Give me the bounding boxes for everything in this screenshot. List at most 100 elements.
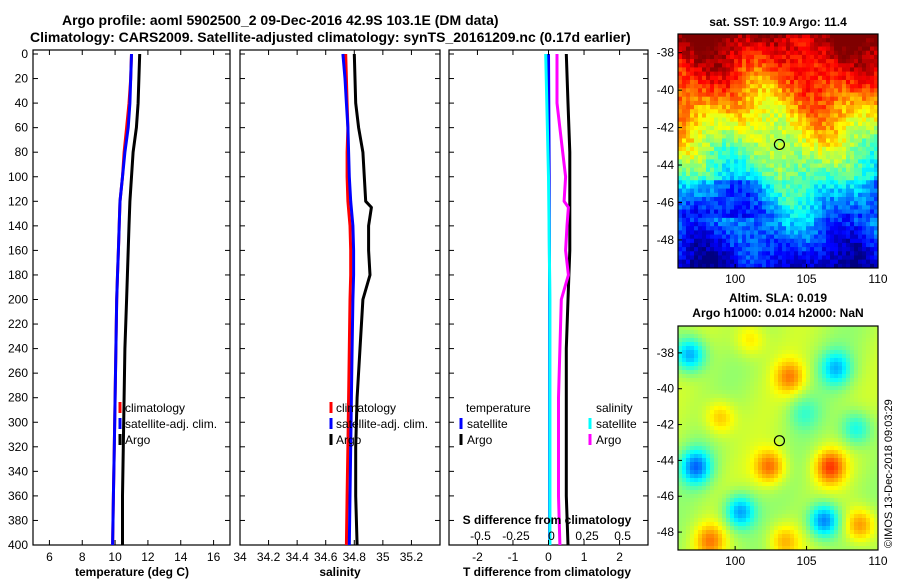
heatmap-cell bbox=[794, 458, 799, 463]
heatmap-cell bbox=[806, 354, 811, 359]
heatmap-cell bbox=[758, 100, 763, 106]
heatmap-cell bbox=[770, 213, 775, 219]
heatmap-cell bbox=[834, 84, 839, 89]
heatmap-cell bbox=[738, 184, 743, 190]
heatmap-cell bbox=[782, 370, 787, 375]
heatmap-cell bbox=[750, 92, 755, 98]
heatmap-cell bbox=[682, 442, 687, 447]
heatmap-cell bbox=[746, 354, 751, 359]
heatmap-cell bbox=[770, 454, 775, 459]
heatmap-cell bbox=[862, 446, 867, 451]
heatmap-cell bbox=[874, 146, 879, 152]
heatmap-cell bbox=[730, 42, 735, 47]
heatmap-cell bbox=[742, 192, 747, 198]
heatmap-cell bbox=[762, 462, 767, 467]
heatmap-cell bbox=[774, 213, 779, 219]
heatmap-cell bbox=[834, 100, 839, 106]
heatmap-cell bbox=[694, 109, 699, 114]
heatmap-cell bbox=[802, 159, 807, 164]
heatmap-cell bbox=[806, 414, 811, 419]
heatmap-cell bbox=[798, 474, 803, 479]
heatmap-cell bbox=[730, 326, 735, 331]
heatmap-cell bbox=[830, 430, 835, 435]
heatmap-cell bbox=[838, 398, 843, 403]
heatmap-cell bbox=[714, 446, 719, 451]
heatmap-cell bbox=[682, 410, 687, 415]
heatmap-cell bbox=[746, 234, 751, 240]
legend-label-climatology: climatology bbox=[336, 401, 396, 415]
heatmap-cell bbox=[678, 326, 683, 331]
heatmap-cell bbox=[702, 342, 707, 347]
heatmap-cell bbox=[714, 205, 719, 210]
heatmap-cell bbox=[826, 230, 831, 235]
heatmap-cell bbox=[698, 462, 703, 467]
sla-map-title-1: Altim. SLA: 0.019 bbox=[729, 291, 827, 305]
heatmap-cell bbox=[770, 406, 775, 411]
heatmap-cell bbox=[746, 466, 751, 471]
heatmap-cell bbox=[742, 213, 747, 219]
heatmap-cell bbox=[818, 458, 823, 463]
heatmap-cell bbox=[794, 350, 799, 355]
heatmap-cell bbox=[866, 176, 871, 181]
heatmap-cell bbox=[866, 430, 871, 435]
heatmap-cell bbox=[822, 350, 827, 355]
heatmap-cell bbox=[714, 155, 719, 160]
heatmap-cell bbox=[694, 450, 699, 455]
heatmap-cell bbox=[766, 238, 771, 244]
heatmap-cell bbox=[698, 242, 703, 248]
heatmap-cell bbox=[714, 146, 719, 152]
heatmap-cell bbox=[722, 176, 727, 181]
heatmap-cell bbox=[726, 46, 731, 52]
heatmap-cell bbox=[786, 334, 791, 339]
heatmap-cell bbox=[754, 263, 759, 269]
heatmap-cell bbox=[794, 382, 799, 387]
heatmap-cell bbox=[778, 234, 783, 240]
heatmap-cell bbox=[826, 109, 831, 114]
heatmap-cell bbox=[806, 251, 811, 256]
heatmap-cell bbox=[858, 238, 863, 244]
heatmap-cell bbox=[690, 454, 695, 459]
heatmap-cell bbox=[850, 346, 855, 351]
heatmap-cell bbox=[718, 125, 723, 131]
heatmap-cell bbox=[786, 330, 791, 335]
heatmap-cell bbox=[694, 125, 699, 131]
heatmap-cell bbox=[846, 217, 851, 223]
heatmap-cell bbox=[838, 163, 843, 169]
heatmap-cell bbox=[734, 470, 739, 475]
heatmap-cell bbox=[706, 159, 711, 164]
heatmap-cell bbox=[814, 113, 819, 118]
heatmap-cell bbox=[874, 209, 879, 215]
heatmap-cell bbox=[842, 209, 847, 215]
heatmap-cell bbox=[818, 474, 823, 479]
heatmap-cell bbox=[858, 146, 863, 152]
heatmap-cell bbox=[866, 79, 871, 85]
heatmap-cell bbox=[734, 217, 739, 223]
heatmap-cell bbox=[786, 105, 791, 110]
heatmap-cell bbox=[802, 242, 807, 248]
depth-tick-label: 240 bbox=[8, 342, 28, 356]
heatmap-cell bbox=[834, 366, 839, 371]
heatmap-cell bbox=[766, 171, 771, 177]
heatmap-cell bbox=[742, 338, 747, 343]
depth-tick-label: 300 bbox=[8, 415, 28, 429]
heatmap-cell bbox=[686, 205, 691, 210]
heatmap-cell bbox=[862, 134, 867, 139]
heatmap-cell bbox=[774, 458, 779, 463]
heatmap-cell bbox=[818, 330, 823, 335]
heatmap-cell bbox=[770, 71, 775, 77]
heatmap-cell bbox=[722, 378, 727, 383]
heatmap-cell bbox=[722, 184, 727, 190]
heatmap-cell bbox=[678, 38, 683, 43]
heatmap-cell bbox=[822, 242, 827, 248]
heatmap-cell bbox=[738, 105, 743, 110]
heatmap-cell bbox=[734, 67, 739, 73]
heatmap-cell bbox=[710, 406, 715, 411]
heatmap-cell bbox=[826, 466, 831, 471]
heatmap-cell bbox=[802, 426, 807, 431]
heatmap-cell bbox=[874, 414, 879, 419]
heatmap-cell bbox=[762, 334, 767, 339]
heatmap-cell bbox=[818, 151, 823, 156]
heatmap-cell bbox=[850, 201, 855, 206]
heatmap-cell bbox=[838, 67, 843, 73]
heatmap-cell bbox=[762, 184, 767, 190]
